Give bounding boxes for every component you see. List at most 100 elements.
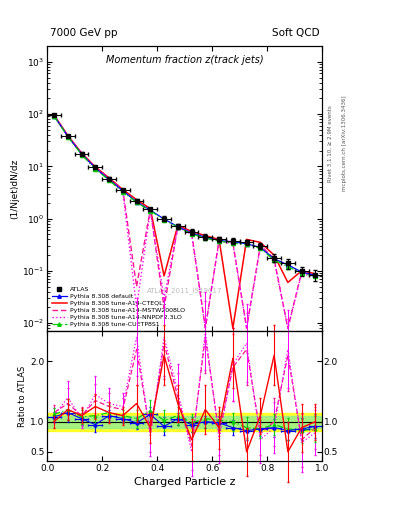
Pythia 8.308 tune-A14-CTEQL1 xyxy=(65,133,70,139)
Pythia 8.308 tune-A14-CTEQL1 xyxy=(299,268,304,274)
Pythia 8.308 tune-A14-CTEQL1 xyxy=(107,175,112,181)
Pythia 8.308 tune-A14-NNPDF2.3LO xyxy=(258,244,263,250)
Pythia 8.308 tune-CUETP8S1 xyxy=(258,245,263,251)
Y-axis label: Ratio to ATLAS: Ratio to ATLAS xyxy=(18,366,27,426)
X-axis label: Charged Particle z: Charged Particle z xyxy=(134,477,235,487)
Pythia 8.308 tune-CUETP8S1 xyxy=(189,231,194,237)
Pythia 8.308 tune-CUETP8S1 xyxy=(244,241,249,247)
Pythia 8.308 default xyxy=(121,188,125,194)
Pythia 8.308 tune-A14-MSTW2008LO xyxy=(272,255,277,262)
Pythia 8.308 tune-A14-NNPDF2.3LO xyxy=(286,325,290,331)
Pythia 8.308 tune-A14-NNPDF2.3LO xyxy=(231,241,235,247)
Pythia 8.308 tune-CUETP8S1 xyxy=(176,224,180,230)
Pythia 8.308 tune-A14-CTEQL1 xyxy=(189,228,194,234)
Pythia 8.308 default xyxy=(51,113,57,119)
Pythia 8.308 default xyxy=(79,151,84,157)
Pythia 8.308 tune-A14-MSTW2008LO xyxy=(189,229,194,236)
Pythia 8.308 tune-A14-NNPDF2.3LO xyxy=(51,113,57,119)
Line: Pythia 8.308 default: Pythia 8.308 default xyxy=(52,114,318,278)
Pythia 8.308 default xyxy=(107,177,112,183)
Pythia 8.308 tune-A14-CTEQL1 xyxy=(148,206,152,212)
Pythia 8.308 tune-A14-NNPDF2.3LO xyxy=(189,231,194,238)
Line: Pythia 8.308 tune-A14-CTEQL1: Pythia 8.308 tune-A14-CTEQL1 xyxy=(54,115,316,328)
Pythia 8.308 tune-A14-NNPDF2.3LO xyxy=(203,325,208,331)
Pythia 8.308 tune-A14-CTEQL1 xyxy=(134,197,139,203)
Pythia 8.308 default xyxy=(286,262,290,268)
Pythia 8.308 tune-A14-CTEQL1 xyxy=(176,222,180,228)
Pythia 8.308 default xyxy=(258,244,263,250)
Pythia 8.308 tune-A14-MSTW2008LO xyxy=(134,284,139,290)
Bar xyxy=(47,416,322,428)
Pythia 8.308 tune-A14-NNPDF2.3LO xyxy=(65,134,70,140)
Text: Momentum fraction z(track jets): Momentum fraction z(track jets) xyxy=(106,55,264,65)
Pythia 8.308 tune-A14-NNPDF2.3LO xyxy=(107,177,112,183)
Bar xyxy=(47,413,322,431)
Pythia 8.308 tune-A14-CTEQL1 xyxy=(244,237,249,243)
Pythia 8.308 tune-CUETP8S1 xyxy=(51,113,57,119)
Pythia 8.308 tune-A14-CTEQL1 xyxy=(258,239,263,245)
Pythia 8.308 tune-A14-CTEQL1 xyxy=(286,280,290,286)
Pythia 8.308 tune-A14-MSTW2008LO xyxy=(286,325,290,331)
Pythia 8.308 tune-A14-NNPDF2.3LO xyxy=(121,188,125,195)
Pythia 8.308 tune-CUETP8S1 xyxy=(203,235,208,241)
Pythia 8.308 tune-A14-MSTW2008LO xyxy=(299,269,304,275)
Text: mcplots.cern.ch [arXiv:1306.3436]: mcplots.cern.ch [arXiv:1306.3436] xyxy=(342,96,347,191)
Line: Pythia 8.308 tune-A14-MSTW2008LO: Pythia 8.308 tune-A14-MSTW2008LO xyxy=(54,116,316,328)
Pythia 8.308 tune-A14-CTEQL1 xyxy=(162,273,167,279)
Pythia 8.308 tune-A14-CTEQL1 xyxy=(231,325,235,331)
Pythia 8.308 tune-A14-MSTW2008LO xyxy=(51,113,57,119)
Pythia 8.308 tune-A14-NNPDF2.3LO xyxy=(148,207,152,214)
Line: Pythia 8.308 tune-CUETP8S1: Pythia 8.308 tune-CUETP8S1 xyxy=(52,114,318,279)
Pythia 8.308 tune-A14-NNPDF2.3LO xyxy=(244,325,249,331)
Pythia 8.308 tune-CUETP8S1 xyxy=(121,189,125,195)
Pythia 8.308 default xyxy=(134,199,139,205)
Pythia 8.308 default xyxy=(148,207,152,213)
Pythia 8.308 default xyxy=(244,241,249,247)
Pythia 8.308 tune-A14-CTEQL1 xyxy=(203,232,208,239)
Pythia 8.308 tune-CUETP8S1 xyxy=(79,152,84,158)
Pythia 8.308 tune-CUETP8S1 xyxy=(313,273,318,280)
Pythia 8.308 default xyxy=(203,234,208,240)
Pythia 8.308 tune-CUETP8S1 xyxy=(134,199,139,205)
Pythia 8.308 default xyxy=(65,133,70,139)
Pythia 8.308 tune-A14-NNPDF2.3LO xyxy=(313,274,318,281)
Pythia 8.308 default xyxy=(176,224,180,230)
Pythia 8.308 tune-A14-MSTW2008LO xyxy=(231,239,235,245)
Pythia 8.308 tune-A14-MSTW2008LO xyxy=(313,273,318,279)
Text: ATLAS_2011_I919017: ATLAS_2011_I919017 xyxy=(147,287,222,294)
Pythia 8.308 default xyxy=(93,165,97,171)
Pythia 8.308 tune-CUETP8S1 xyxy=(217,238,222,244)
Pythia 8.308 tune-CUETP8S1 xyxy=(107,177,112,183)
Pythia 8.308 tune-A14-MSTW2008LO xyxy=(162,304,167,310)
Pythia 8.308 tune-A14-NNPDF2.3LO xyxy=(217,238,222,244)
Pythia 8.308 tune-A14-MSTW2008LO xyxy=(79,150,84,156)
Pythia 8.308 tune-CUETP8S1 xyxy=(286,264,290,270)
Pythia 8.308 tune-A14-MSTW2008LO xyxy=(121,187,125,193)
Pythia 8.308 tune-A14-MSTW2008LO xyxy=(203,325,208,331)
Pythia 8.308 tune-CUETP8S1 xyxy=(93,166,97,172)
Pythia 8.308 tune-A14-CTEQL1 xyxy=(313,271,318,277)
Legend: ATLAS, Pythia 8.308 default, Pythia 8.308 tune-A14-CTEQL1, Pythia 8.308 tune-A14: ATLAS, Pythia 8.308 default, Pythia 8.30… xyxy=(50,286,187,328)
Pythia 8.308 tune-A14-NNPDF2.3LO xyxy=(79,151,84,157)
Pythia 8.308 tune-CUETP8S1 xyxy=(299,270,304,276)
Pythia 8.308 tune-A14-MSTW2008LO xyxy=(65,133,70,139)
Pythia 8.308 tune-A14-CTEQL1 xyxy=(121,186,125,193)
Pythia 8.308 default xyxy=(313,272,318,279)
Pythia 8.308 tune-A14-MSTW2008LO xyxy=(148,206,152,212)
Pythia 8.308 tune-CUETP8S1 xyxy=(272,257,277,263)
Pythia 8.308 tune-A14-MSTW2008LO xyxy=(93,164,97,170)
Text: 7000 GeV pp: 7000 GeV pp xyxy=(50,28,118,37)
Y-axis label: (1/Njet)dN/dz: (1/Njet)dN/dz xyxy=(10,158,19,219)
Pythia 8.308 tune-A14-CTEQL1 xyxy=(93,164,97,170)
Pythia 8.308 tune-A14-MSTW2008LO xyxy=(217,237,222,243)
Pythia 8.308 tune-A14-NNPDF2.3LO xyxy=(176,224,180,230)
Pythia 8.308 tune-CUETP8S1 xyxy=(162,217,167,223)
Pythia 8.308 tune-A14-NNPDF2.3LO xyxy=(93,165,97,172)
Pythia 8.308 tune-A14-CTEQL1 xyxy=(51,112,57,118)
Pythia 8.308 tune-A14-NNPDF2.3LO xyxy=(299,270,304,276)
Pythia 8.308 tune-A14-MSTW2008LO xyxy=(176,223,180,229)
Pythia 8.308 default xyxy=(189,230,194,236)
Pythia 8.308 tune-A14-NNPDF2.3LO xyxy=(272,257,277,263)
Pythia 8.308 tune-A14-MSTW2008LO xyxy=(258,242,263,248)
Pythia 8.308 default xyxy=(162,216,167,222)
